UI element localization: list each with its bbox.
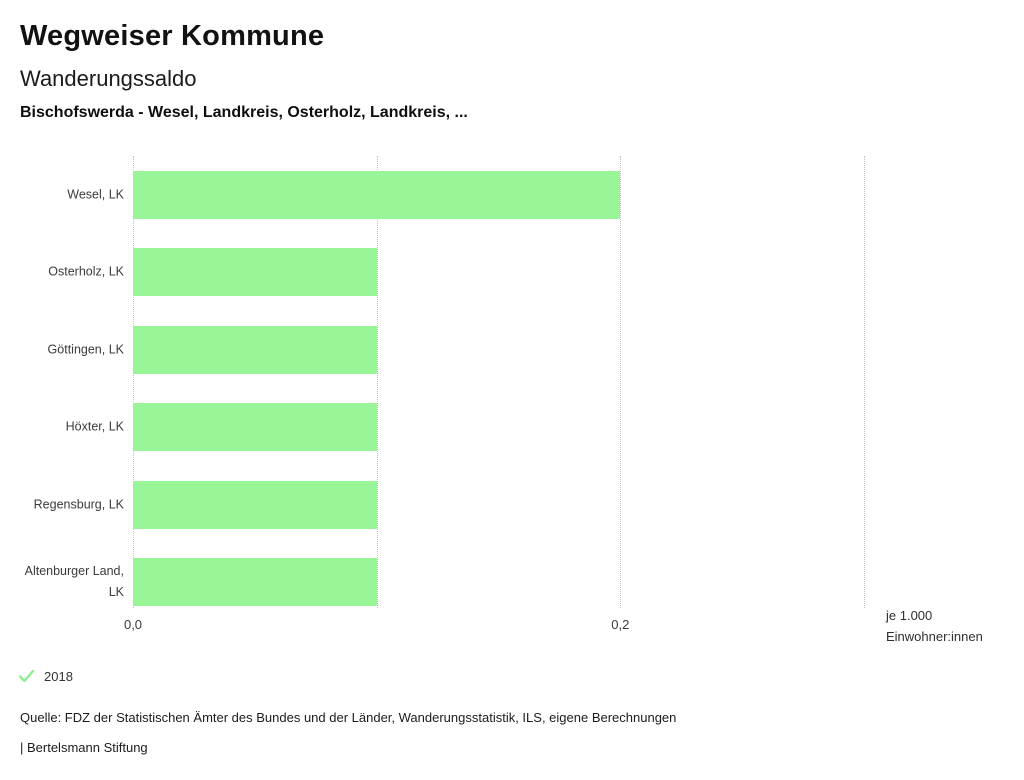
category-label: Höxter, LK <box>65 419 124 434</box>
bar[interactable] <box>133 325 377 374</box>
attribution: | Bertelsmann Stiftung <box>20 740 148 755</box>
gridline <box>620 156 622 608</box>
bar-row: Altenburger Land, LK <box>25 544 864 622</box>
legend-label: 2018 <box>44 668 73 684</box>
x-axis-tick-label: 0,2 <box>611 617 630 632</box>
category-label: Regensburg, LK <box>33 497 124 512</box>
comparison-line: Bischofswerda - Wesel, Landkreis, Osterh… <box>20 104 468 121</box>
bar-row: Göttingen, LK <box>48 311 864 389</box>
bar[interactable] <box>133 480 377 529</box>
axis-unit-label: je 1.000 Einwohner:innen <box>886 605 983 647</box>
x-axis-tick-label: 0,0 <box>123 617 143 632</box>
bar[interactable] <box>133 248 377 297</box>
bar-row: Osterholz, LK <box>48 234 864 312</box>
bar[interactable] <box>133 170 621 219</box>
source-note: Quelle: FDZ der Statistischen Ämter des … <box>20 710 677 725</box>
bar-row: Wesel, LK <box>67 156 864 234</box>
gridline <box>864 156 865 608</box>
bar[interactable] <box>133 558 377 607</box>
bar-chart: 0,0 0,2 Wesel, LK Osterholz, LK Göttingen, L… <box>25 156 865 632</box>
gridline <box>376 156 378 608</box>
category-label: Osterholz, LK <box>48 264 124 279</box>
bar[interactable] <box>133 403 377 452</box>
bar-row: Höxter, LK <box>66 389 864 467</box>
axis-unit-line1: je 1.000 <box>886 608 933 623</box>
category-label: Göttingen, LK <box>47 342 124 357</box>
chart-title: Wanderungssaldo <box>20 66 197 91</box>
axis-unit-line2: Einwohner:innen <box>886 629 983 644</box>
page-title: Wegweiser Kommune <box>20 20 325 52</box>
bar-row: Regensburg, LK <box>34 466 864 544</box>
gridline <box>133 156 134 608</box>
legend-item-2018[interactable]: 2018 <box>18 668 73 684</box>
category-label: Altenburger Land, LK <box>24 564 124 600</box>
category-label: Wesel, LK <box>67 187 124 202</box>
legend-check-icon <box>18 668 35 684</box>
